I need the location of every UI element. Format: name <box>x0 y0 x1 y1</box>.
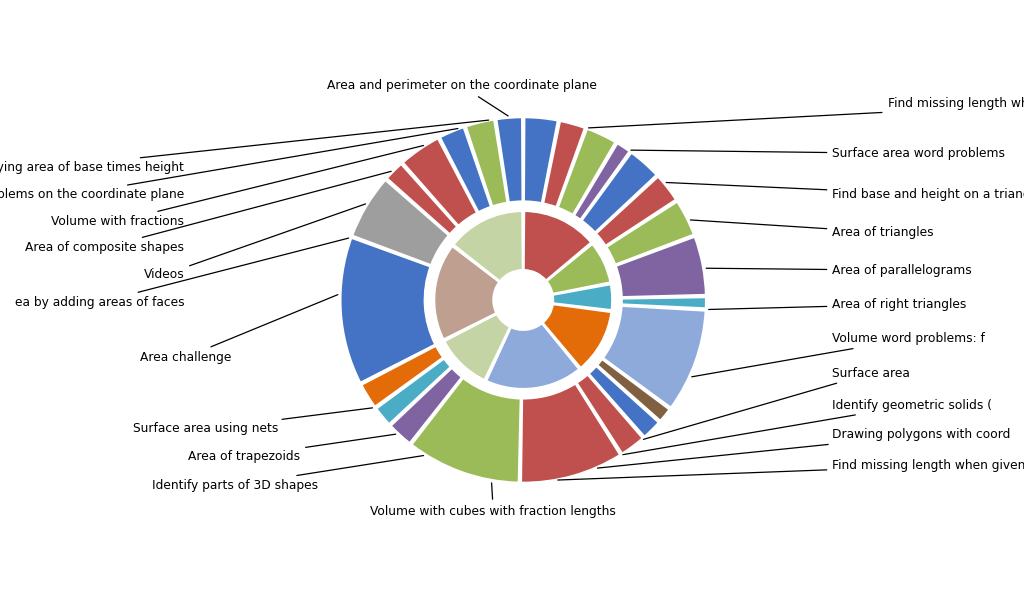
Wedge shape <box>523 211 592 281</box>
Text: Volume with fractions: Volume with fractions <box>51 146 424 228</box>
Wedge shape <box>553 284 612 311</box>
Wedge shape <box>523 117 558 203</box>
Wedge shape <box>546 244 610 294</box>
Wedge shape <box>622 297 707 308</box>
Text: Drawing polygons with coord: Drawing polygons with coord <box>597 428 1011 468</box>
Wedge shape <box>387 164 458 235</box>
Wedge shape <box>444 314 510 380</box>
Text: Area of composite shapes: Area of composite shapes <box>26 171 391 254</box>
Text: Find missing length when given are: Find missing length when given are <box>558 459 1024 480</box>
Text: Surface area word problems: Surface area word problems <box>631 147 1006 160</box>
Wedge shape <box>425 201 622 399</box>
Text: Surface area: Surface area <box>643 366 910 440</box>
Text: Area challenge: Area challenge <box>140 295 338 364</box>
Text: Identify geometric solids (: Identify geometric solids ( <box>623 399 992 454</box>
Wedge shape <box>454 211 523 282</box>
Wedge shape <box>390 368 462 444</box>
Text: Area of triangles: Area of triangles <box>690 220 934 239</box>
Text: Find base and height on a triangle: Find base and height on a triangle <box>667 182 1024 201</box>
Wedge shape <box>557 128 615 215</box>
Wedge shape <box>573 143 630 220</box>
Wedge shape <box>439 127 492 213</box>
Wedge shape <box>582 153 656 233</box>
Text: Area of trapezoids: Area of trapezoids <box>188 434 395 463</box>
Wedge shape <box>434 246 500 340</box>
Wedge shape <box>412 378 521 483</box>
Text: te by multiplying area of base times height: te by multiplying area of base times hei… <box>0 120 488 174</box>
Wedge shape <box>376 358 452 424</box>
Wedge shape <box>486 323 580 389</box>
Wedge shape <box>606 201 694 265</box>
Wedge shape <box>497 117 522 203</box>
Text: Volume with cubes with fraction lengths: Volume with cubes with fraction lengths <box>371 483 616 518</box>
Circle shape <box>497 274 550 326</box>
Text: Identify parts of 3D shapes: Identify parts of 3D shapes <box>153 456 424 492</box>
Wedge shape <box>361 346 443 407</box>
Text: Area of parallelograms: Area of parallelograms <box>707 264 972 277</box>
Wedge shape <box>597 359 670 421</box>
Text: ral problems on the coordinate plane: ral problems on the coordinate plane <box>0 128 458 201</box>
Wedge shape <box>543 304 611 368</box>
Wedge shape <box>543 121 585 207</box>
Text: Area of right triangles: Area of right triangles <box>709 298 967 311</box>
Text: Find missing length when given area of a parallelogran: Find missing length when given area of a… <box>589 97 1024 128</box>
Text: Area and perimeter on the coordinate plane: Area and perimeter on the coordinate pla… <box>327 80 597 116</box>
Text: ea by adding areas of faces: ea by adding areas of faces <box>14 238 348 309</box>
Wedge shape <box>615 236 707 298</box>
Wedge shape <box>352 180 450 266</box>
Text: Videos: Videos <box>143 204 366 282</box>
Wedge shape <box>589 366 659 437</box>
Wedge shape <box>466 119 508 207</box>
Wedge shape <box>521 383 621 483</box>
Wedge shape <box>596 176 676 246</box>
Wedge shape <box>577 374 643 454</box>
Wedge shape <box>402 138 477 226</box>
Wedge shape <box>602 306 706 408</box>
Text: Volume word problems: f: Volume word problems: f <box>692 333 985 377</box>
Text: Surface area using nets: Surface area using nets <box>133 408 373 435</box>
Wedge shape <box>340 238 435 383</box>
